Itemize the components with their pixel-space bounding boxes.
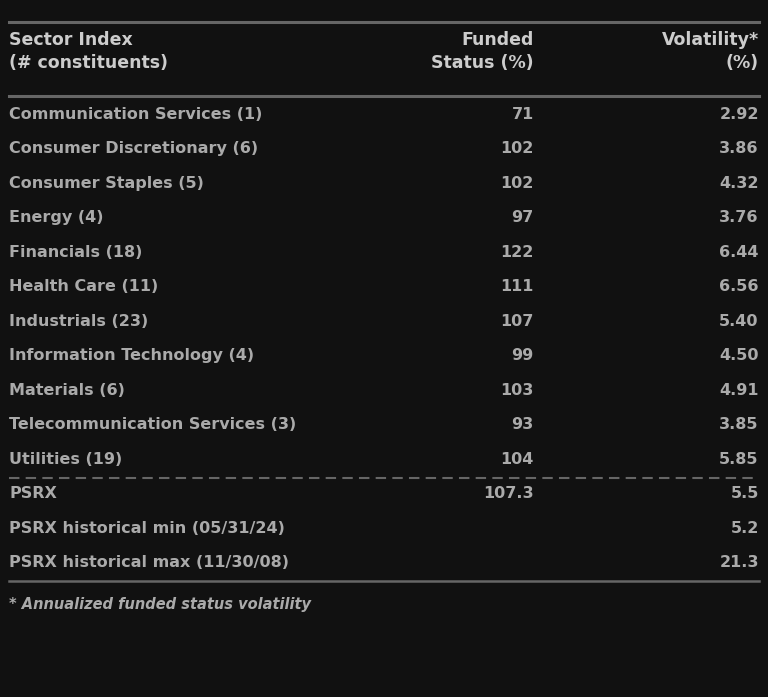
Text: 3.86: 3.86 xyxy=(720,141,759,156)
Text: Communication Services (1): Communication Services (1) xyxy=(9,107,263,122)
Text: 5.40: 5.40 xyxy=(720,314,759,329)
Text: 104: 104 xyxy=(501,452,534,467)
Text: 71: 71 xyxy=(511,107,534,122)
Text: 93: 93 xyxy=(511,417,534,432)
Text: 103: 103 xyxy=(501,383,534,398)
Text: 6.56: 6.56 xyxy=(720,279,759,294)
Text: 3.76: 3.76 xyxy=(720,210,759,225)
Text: 97: 97 xyxy=(511,210,534,225)
Text: PSRX: PSRX xyxy=(9,487,57,501)
Text: Funded
Status (%): Funded Status (%) xyxy=(431,31,534,72)
Text: 122: 122 xyxy=(501,245,534,260)
Text: 102: 102 xyxy=(501,176,534,191)
Text: PSRX historical max (11/30/08): PSRX historical max (11/30/08) xyxy=(9,555,290,570)
Text: 4.50: 4.50 xyxy=(720,348,759,363)
Text: 6.44: 6.44 xyxy=(720,245,759,260)
Text: PSRX historical min (05/31/24): PSRX historical min (05/31/24) xyxy=(9,521,285,536)
Text: 5.85: 5.85 xyxy=(720,452,759,467)
Text: Sector Index
(# constituents): Sector Index (# constituents) xyxy=(9,31,168,72)
Text: Energy (4): Energy (4) xyxy=(9,210,104,225)
Text: Industrials (23): Industrials (23) xyxy=(9,314,148,329)
Text: Materials (6): Materials (6) xyxy=(9,383,125,398)
Text: 3.85: 3.85 xyxy=(720,417,759,432)
Text: Information Technology (4): Information Technology (4) xyxy=(9,348,254,363)
Text: 5.2: 5.2 xyxy=(730,521,759,536)
Text: 107.3: 107.3 xyxy=(483,487,534,501)
Text: 5.5: 5.5 xyxy=(730,487,759,501)
Text: 21.3: 21.3 xyxy=(720,555,759,570)
Text: 111: 111 xyxy=(501,279,534,294)
Text: 4.32: 4.32 xyxy=(720,176,759,191)
Text: 107: 107 xyxy=(501,314,534,329)
Text: Health Care (11): Health Care (11) xyxy=(9,279,158,294)
Text: 99: 99 xyxy=(511,348,534,363)
Text: * Annualized funded status volatility: * Annualized funded status volatility xyxy=(9,597,311,612)
Text: Financials (18): Financials (18) xyxy=(9,245,143,260)
Text: 4.91: 4.91 xyxy=(720,383,759,398)
Text: Telecommunication Services (3): Telecommunication Services (3) xyxy=(9,417,296,432)
Text: Consumer Discretionary (6): Consumer Discretionary (6) xyxy=(9,141,258,156)
Text: Utilities (19): Utilities (19) xyxy=(9,452,122,467)
Text: 102: 102 xyxy=(501,141,534,156)
Text: Volatility*
(%): Volatility* (%) xyxy=(661,31,759,72)
Text: 2.92: 2.92 xyxy=(720,107,759,122)
Text: Consumer Staples (5): Consumer Staples (5) xyxy=(9,176,204,191)
